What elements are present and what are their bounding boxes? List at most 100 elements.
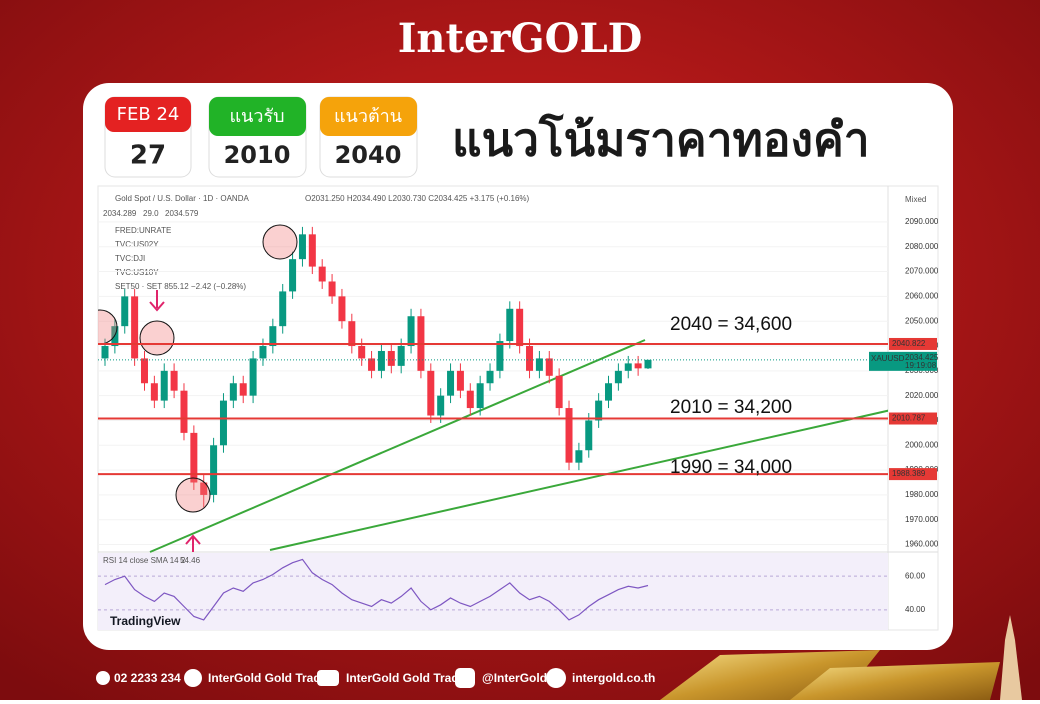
badge-value: 2010 <box>224 141 291 169</box>
y-tick-label: 2090.000 <box>905 217 939 226</box>
last-price-tag <box>869 351 937 371</box>
candle-body <box>140 358 148 384</box>
candle-body <box>565 408 573 463</box>
level-tag <box>889 412 937 425</box>
brand: InterGOLD <box>398 15 643 62</box>
candle-body <box>476 383 484 409</box>
candle-body <box>545 358 553 376</box>
last-price-value: 2034.425 <box>905 353 939 362</box>
candle-body <box>526 346 534 371</box>
candle-body <box>456 370 464 391</box>
indicator: TVC:US10Y <box>115 268 159 277</box>
arrow <box>149 290 165 312</box>
ohlc: O2031.250 H2034.490 L2030.730 C2034.425 … <box>305 194 530 203</box>
candle-body <box>328 281 336 297</box>
annotation: 2010 = 34,200 <box>670 397 792 418</box>
y-tick-label: 1960.000 <box>905 540 939 549</box>
candle-body <box>298 234 306 260</box>
candle-body <box>634 363 642 369</box>
trend-line <box>269 409 888 551</box>
candle-body <box>575 450 583 463</box>
support-badge: แนวรับ 2010 <box>208 96 307 178</box>
candle-body <box>437 395 445 416</box>
candle-body <box>200 482 208 495</box>
badge-label: แนวต้าน <box>334 106 402 127</box>
indicator: TVC:DJI <box>115 254 145 263</box>
chart: Gold Spot / U.S. Dollar · 1D · OANDA O203… <box>98 194 939 628</box>
candle-body <box>219 400 227 446</box>
candle-body <box>229 383 237 401</box>
y-tick-label: 2070.000 <box>905 267 939 276</box>
candle-body <box>535 358 543 371</box>
level-label: 2040.822 <box>892 339 926 348</box>
trend-line <box>149 339 646 553</box>
youtube: InterGold Gold Trade <box>346 671 466 685</box>
candle-body <box>269 326 277 347</box>
indicator: SET50 · SET 855.12 −2.42 (−0.28%) <box>115 282 246 291</box>
candle-body <box>348 321 356 347</box>
candle-body <box>397 346 405 366</box>
candle-body <box>614 370 622 384</box>
y-tick-label: 2060.000 <box>905 291 939 300</box>
level-label: 2010.787 <box>892 414 926 423</box>
candle-body <box>496 341 504 371</box>
highlight-circle <box>175 477 211 513</box>
candle-body <box>210 445 218 495</box>
candle-body <box>506 308 514 342</box>
scale-mode: Mixed <box>905 195 926 204</box>
highlight-circle <box>139 320 175 356</box>
candle-body <box>624 363 632 371</box>
web-icon <box>546 668 566 688</box>
candle-body <box>318 266 326 282</box>
annotation: 1990 = 34,000 <box>670 457 792 478</box>
candle-body <box>605 383 613 401</box>
level-label: 1988.389 <box>892 469 926 478</box>
last-price-time: 19:19:08 <box>905 361 937 370</box>
rsi-last: 54.46 <box>180 556 201 565</box>
y-tick-label: 1980.000 <box>905 490 939 499</box>
y-tick-label: 2080.000 <box>905 242 939 251</box>
y-tick-label: 2050.000 <box>905 316 939 325</box>
y-tick-label: 2020.000 <box>905 391 939 400</box>
line: @InterGold <box>482 671 547 685</box>
candle-body <box>595 400 603 421</box>
candle-body <box>249 358 257 396</box>
candle-body <box>644 359 652 369</box>
candle-body <box>377 350 385 371</box>
tower <box>1000 615 1022 700</box>
candle-body <box>447 370 455 396</box>
level-tag <box>889 468 937 481</box>
badge-top <box>320 97 417 136</box>
annotation: 2040 = 34,600 <box>670 314 792 335</box>
rsi-tick-label: 60.00 <box>905 571 926 580</box>
quote-box: 2034.579 <box>165 209 199 218</box>
candle-body <box>585 420 593 451</box>
candle-body <box>308 234 316 267</box>
candle-body <box>131 296 139 359</box>
indicator: TVC:US02Y <box>115 240 159 249</box>
candle-body <box>170 370 178 391</box>
candle-body <box>160 370 168 401</box>
candle-body <box>516 308 524 347</box>
line-icon <box>455 668 475 688</box>
gold-bar <box>790 662 1000 700</box>
candle-body <box>259 346 267 359</box>
youtube-icon <box>317 670 339 686</box>
candle-body <box>427 370 435 416</box>
badge-label: FEB 24 <box>117 104 180 125</box>
candle-body <box>358 346 366 359</box>
badge-top <box>209 97 306 136</box>
candle-body <box>407 316 415 347</box>
gold-bars <box>660 615 1022 700</box>
candle-body <box>150 383 158 401</box>
symbol-title: Gold Spot / U.S. Dollar · 1D · OANDA <box>115 194 249 203</box>
headline: แนวโน้มราคาทองคำ <box>452 113 870 167</box>
rsi-name: RSI 14 close SMA 14 2 <box>103 556 186 565</box>
candle-body <box>279 291 287 327</box>
plot <box>98 224 888 553</box>
candle-body <box>180 390 188 433</box>
indicator: FRED:UNRATE <box>115 226 171 235</box>
phone: 02 2233 234 <box>114 671 181 685</box>
badge-value: 27 <box>130 141 166 171</box>
